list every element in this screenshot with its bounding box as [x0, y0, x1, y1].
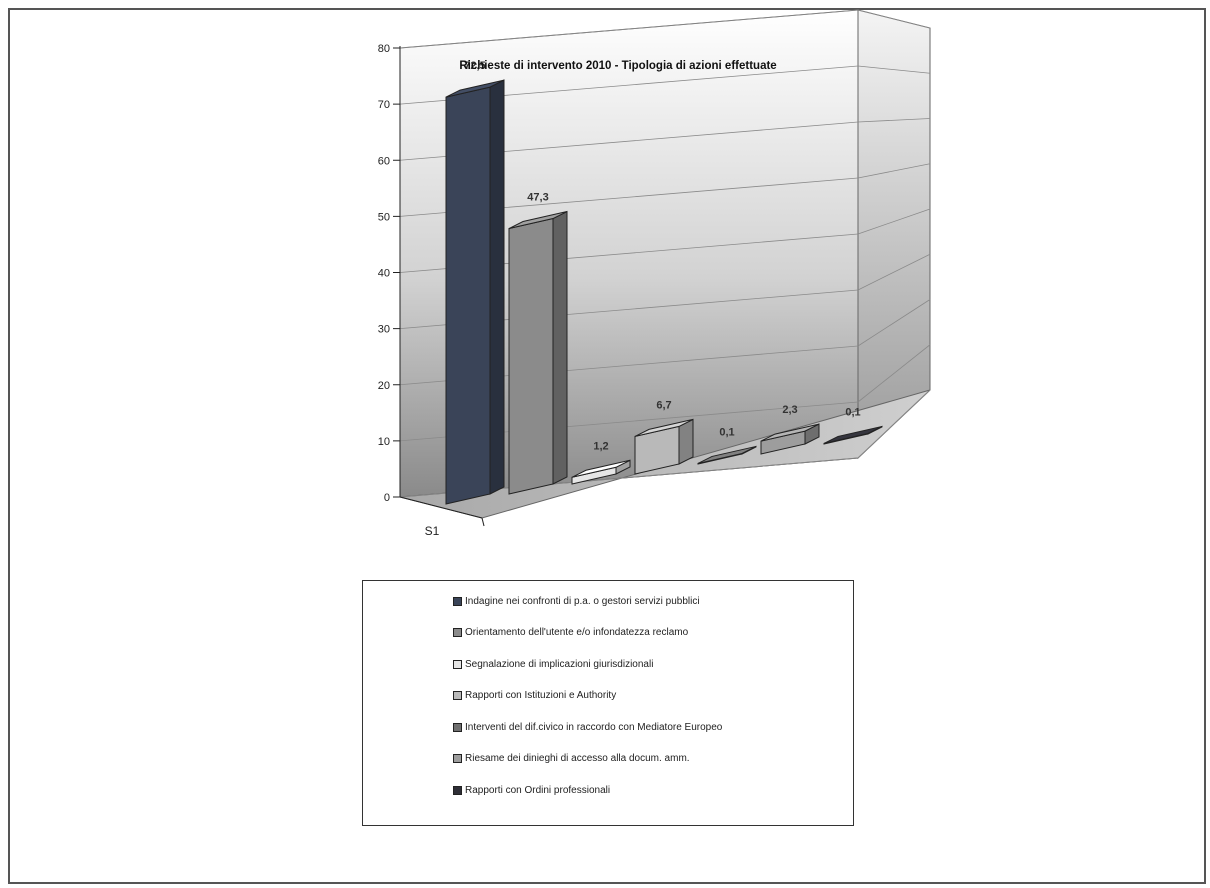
gridline [857, 208, 931, 235]
legend-item: Riesame dei dinieghi di accesso alla doc… [453, 752, 690, 766]
gridline [857, 253, 931, 291]
bar-front [445, 86, 491, 505]
bar [634, 418, 694, 475]
legend-swatch [453, 754, 462, 763]
bar-top [508, 211, 568, 230]
y-tick-label: 70 [378, 99, 390, 111]
legend-swatch [453, 628, 462, 637]
bar-side [489, 79, 505, 495]
chart-title: Richieste di intervento 2010 - Tipologia… [459, 60, 776, 72]
data-label: 2,3 [782, 404, 797, 416]
bar-side [552, 210, 568, 485]
gridline [857, 299, 931, 347]
bar [823, 425, 883, 445]
y-tick-label: 0 [384, 492, 390, 504]
legend-item: Indagine nei confronti di p.a. o gestori… [453, 594, 700, 608]
gridline [857, 65, 931, 74]
gridline [857, 389, 931, 459]
data-label: 47,3 [527, 192, 548, 204]
legend-item: Interventi del dif.civico in raccordo co… [453, 720, 722, 734]
gridline [857, 344, 931, 403]
bar [760, 423, 820, 455]
gridline [857, 9, 931, 29]
legend-item: Orientamento dell'utente e/o infondatezz… [453, 626, 688, 640]
legend-label: Riesame dei dinieghi di accesso alla doc… [465, 753, 690, 764]
bars [445, 79, 883, 505]
side-wall [857, 9, 931, 460]
bar-front [508, 217, 554, 495]
legend-item: Rapporti con Ordini professionali [453, 783, 610, 797]
legend-label: Interventi del dif.civico in raccordo co… [465, 721, 723, 733]
legend-swatch [453, 596, 462, 606]
chart-legend: Indagine nei confronti di p.a. o gestori… [362, 580, 854, 826]
bar [508, 210, 568, 495]
bar [697, 445, 757, 465]
gridline [857, 163, 931, 179]
bar-top [760, 423, 820, 442]
legend-item: Segnalazione di implicazioni giurisdizio… [453, 657, 653, 671]
bar-top [571, 459, 631, 478]
bar-top [445, 79, 505, 98]
x-tick-label: S1 [425, 524, 440, 538]
y-axis: 0 10 20 30 40 50 60 70 80 S1 [378, 43, 485, 538]
legend-swatch [453, 722, 462, 732]
y-tick-label: 20 [378, 380, 390, 392]
legend-swatch [453, 691, 462, 700]
bar-side [678, 418, 694, 465]
data-label: 0,1 [719, 426, 734, 438]
x-tick [481, 517, 485, 527]
data-label: 1,2 [593, 440, 608, 452]
legend-label: Rapporti con Istituzioni e Authority [465, 690, 617, 701]
legend-swatch [453, 785, 462, 795]
gridline [857, 118, 931, 123]
y-tick-label: 80 [378, 43, 390, 55]
legend-label: Segnalazione di implicazioni giurisdizio… [465, 658, 654, 670]
legend-item: Rapporti con Istituzioni e Authority [453, 689, 616, 703]
y-tick-label: 60 [378, 155, 390, 167]
bar-top [697, 445, 757, 464]
legend-swatch [453, 659, 462, 669]
bar [571, 459, 631, 485]
legend-label: Rapporti con Ordini professionali [465, 784, 611, 796]
bar-chart-3d: 0 10 20 30 40 50 60 70 80 S1 72,5 47,3 1,2 6,7 0,1 2,3… [378, 9, 931, 538]
data-labels: 72,5 47,3 1,2 6,7 0,1 2,3 0,1 [464, 60, 860, 452]
y-tick-label: 10 [378, 436, 390, 448]
legend-label: Indagine nei confronti di p.a. o gestori… [465, 595, 700, 607]
y-tick-label: 40 [378, 268, 390, 280]
y-tick-label: 50 [378, 211, 390, 223]
bar-top [823, 425, 883, 444]
x-axis-line [399, 496, 483, 519]
gridline [399, 9, 859, 49]
bar [445, 79, 505, 505]
bar-top [634, 418, 694, 437]
legend-label: Orientamento dell'utente e/o infondatezz… [465, 627, 689, 638]
y-tick-label: 30 [378, 324, 390, 336]
data-label: 0,1 [845, 406, 860, 418]
data-label: 72,5 [464, 60, 485, 72]
data-label: 6,7 [656, 399, 671, 411]
